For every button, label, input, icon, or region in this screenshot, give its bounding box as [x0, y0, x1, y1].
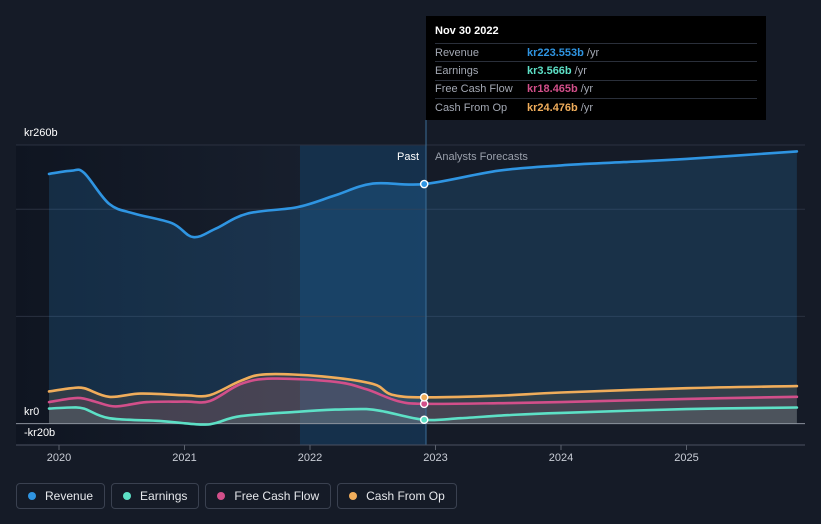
free-cash-flow-line: [47, 377, 799, 408]
x-tick-label: 2022: [298, 452, 322, 464]
tooltip-row-unit: /yr: [580, 101, 593, 114]
legend-label: Earnings: [140, 489, 188, 503]
legend-item-cash-from-op[interactable]: Cash From Op: [337, 483, 457, 509]
tooltip-date: Nov 30 2022: [435, 25, 499, 37]
series-lines: [47, 150, 799, 426]
cursor-markers: [419, 179, 429, 425]
tooltip-row-name: Earnings: [435, 65, 479, 78]
x-tick-label: 2025: [674, 452, 698, 464]
x-axis-ticks: 2020 2021 2022 2023 2024 2025: [47, 445, 699, 464]
forecast-label: Analysts Forecasts: [435, 151, 528, 163]
tooltip-row-value: kr24.476b: [527, 101, 578, 114]
legend-dot-icon: [217, 492, 226, 500]
legend-label: Revenue: [45, 489, 94, 503]
cash-from-op-line: [47, 372, 799, 399]
tooltip-row-value: kr18.465b: [527, 83, 578, 96]
revenue-area: [49, 151, 797, 424]
legend-label: Cash From Op: [366, 489, 445, 503]
earnings-line: [47, 406, 799, 426]
revenue-line: [47, 150, 799, 239]
tooltip-row: Free Cash Flow kr18.465b/yr: [435, 79, 757, 98]
tooltip-row-name: Free Cash Flow: [435, 83, 513, 96]
tooltip: Nov 30 2022 Revenue kr223.553b/yr Earnings…: [426, 16, 766, 120]
tooltip-row-unit: /yr: [580, 83, 593, 96]
legend-dot-icon: [28, 492, 36, 500]
tooltip-row-unit: /yr: [574, 65, 587, 78]
legend-label: Free Cash Flow: [234, 489, 320, 503]
x-tick-label: 2024: [549, 452, 573, 464]
highlight-band: [300, 145, 426, 445]
legend-dot-icon: [123, 492, 132, 500]
tooltip-row-value: kr3.566b: [527, 65, 572, 78]
tooltip-row: Cash From Op kr24.476b/yr: [435, 98, 757, 116]
tooltip-row: Earnings kr3.566b/yr: [435, 61, 757, 79]
y-bottom-label: -kr20b: [24, 427, 55, 439]
tooltip-row-unit: /yr: [586, 46, 600, 59]
earnings-marker: [419, 415, 429, 425]
legend-item-revenue[interactable]: Revenue: [16, 483, 106, 509]
y-zero-label: kr0: [24, 406, 39, 418]
legend-item-earnings[interactable]: Earnings: [111, 483, 200, 509]
tooltip-row-value: kr223.553b: [527, 46, 584, 59]
x-tick-label: 2021: [172, 452, 196, 464]
legend-dot-icon: [349, 492, 358, 500]
legend: Revenue Earnings Free Cash Flow Cash From O…: [16, 483, 457, 509]
past-label: Past: [397, 151, 419, 163]
legend-item-free-cash-flow[interactable]: Free Cash Flow: [205, 483, 332, 509]
y-top-label: kr260b: [24, 127, 58, 139]
revenue-marker: [419, 179, 429, 189]
x-tick-label: 2020: [47, 452, 71, 464]
gridlines: [16, 144, 805, 425]
cash-from-op-marker: [419, 393, 429, 402]
tooltip-row-name: Revenue: [435, 46, 480, 59]
tooltip-row: Revenue kr223.553b/yr: [435, 43, 757, 61]
tooltip-row-name: Cash From Op: [435, 101, 508, 114]
x-tick-label: 2023: [423, 452, 447, 464]
